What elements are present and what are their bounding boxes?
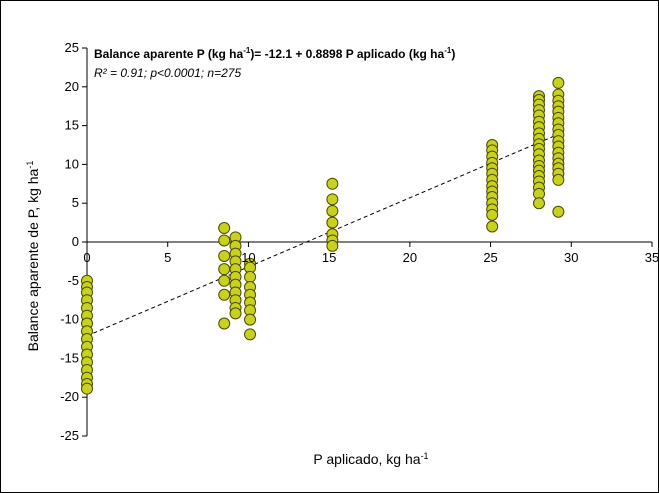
- fit-line-group: [86, 135, 556, 337]
- data-point: [218, 274, 231, 287]
- x-tick-label: 35: [645, 250, 658, 265]
- x-tick-label: 0: [83, 250, 90, 265]
- data-point: [244, 328, 257, 341]
- x-tick-label: 15: [322, 250, 336, 265]
- y-tick-label: 0: [72, 234, 79, 249]
- data-point: [326, 177, 339, 190]
- data-point: [533, 197, 545, 210]
- data-points: [81, 76, 565, 395]
- y-tick-label: -15: [60, 350, 79, 365]
- regression-stats: R² = 0.91; p<0.0001; n=275: [94, 66, 241, 80]
- data-point: [552, 173, 565, 186]
- data-point: [218, 263, 231, 276]
- x-tick-label: 10: [241, 250, 255, 265]
- data-point: [244, 270, 257, 283]
- y-tick-label: 20: [65, 79, 79, 94]
- data-point: [218, 234, 231, 247]
- data-point: [552, 76, 565, 89]
- y-tick-label: 5: [72, 195, 79, 210]
- y-tick-label: 15: [65, 118, 79, 133]
- data-point: [486, 208, 499, 221]
- data-point: [486, 220, 499, 233]
- data-point: [326, 193, 339, 206]
- y-tick-label: -10: [60, 312, 79, 327]
- data-point: [229, 307, 242, 320]
- data-point: [81, 382, 93, 395]
- data-point: [244, 313, 257, 326]
- data-point: [218, 222, 231, 235]
- data-point: [218, 249, 231, 262]
- data-point: [552, 205, 565, 218]
- y-tick-label: 10: [65, 156, 79, 171]
- data-point: [218, 317, 231, 330]
- y-tick-label: 25: [65, 40, 79, 55]
- x-tick-label: 25: [483, 250, 497, 265]
- y-tick-label: -20: [60, 389, 79, 404]
- y-axis-title: Balance aparente de P, kg ha-1: [25, 161, 41, 352]
- y-tick-label: -5: [67, 273, 79, 288]
- x-axis-title: P aplicado, kg ha-1: [313, 451, 428, 467]
- tick-labels: -25 -20 -15 -10 -5 0 5 10 15 20 25 0 5 10 15 20 25 30 35: [60, 40, 658, 443]
- regression-line: [86, 135, 556, 337]
- x-tick-label: 20: [403, 250, 417, 265]
- y-tick-label: -25: [60, 428, 79, 443]
- axes: [82, 47, 653, 437]
- data-point: [218, 288, 231, 301]
- data-point: [326, 204, 339, 217]
- data-point: [326, 239, 339, 252]
- data-point: [326, 216, 339, 229]
- x-tick-label: 5: [164, 250, 171, 265]
- x-tick-label: 30: [564, 250, 578, 265]
- regression-equation: Balance aparente P (kg ha-1)= -12.1 + 0.…: [94, 46, 455, 61]
